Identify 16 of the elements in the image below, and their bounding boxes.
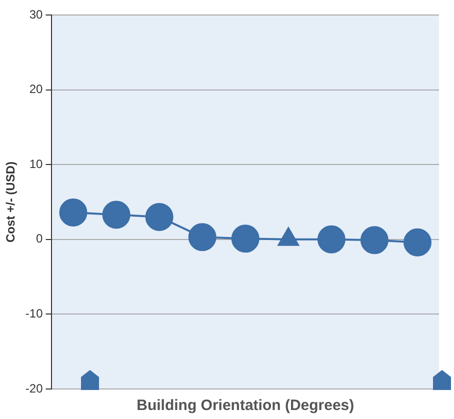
x-axis-title: Building Orientation (Degrees) (136, 397, 354, 414)
point (102, 200, 130, 229)
point (231, 224, 260, 253)
point (59, 198, 88, 226)
y-axis-title: Cost +/- (USD) (4, 161, 18, 242)
y-tick-label: 30 (29, 7, 44, 22)
y-tick-label: -20 (25, 381, 44, 396)
point (360, 226, 388, 254)
point (317, 225, 346, 254)
point (403, 228, 432, 256)
y-tick-label: 20 (29, 82, 44, 96)
point (145, 202, 174, 231)
point (188, 223, 216, 252)
y-tick-label: 0 (36, 232, 44, 246)
y-tick-label: 10 (29, 156, 44, 171)
y-tick-label: -10 (25, 306, 44, 321)
